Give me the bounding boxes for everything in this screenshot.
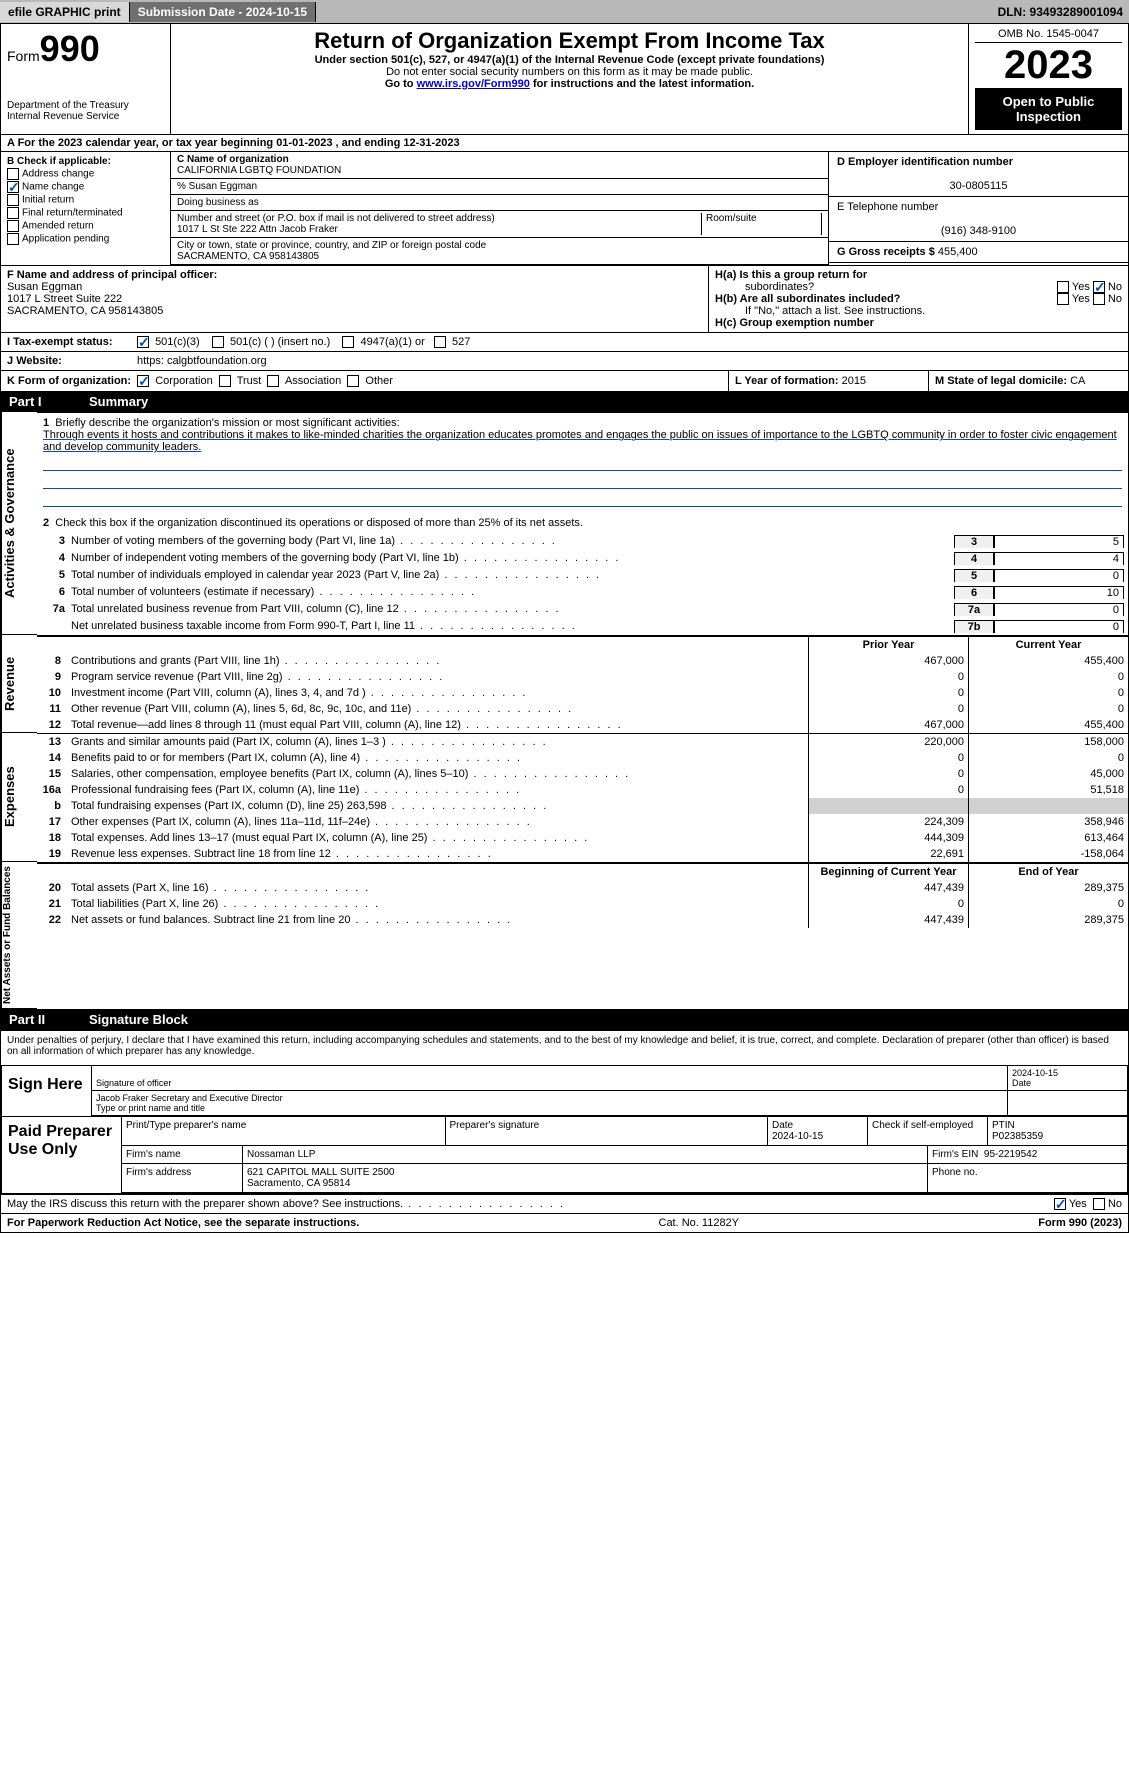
efile-label[interactable]: efile GRAPHIC print (0, 2, 130, 22)
summary-line-9: 9Program service revenue (Part VIII, lin… (37, 669, 1128, 685)
chk-final-return[interactable]: Final return/terminated (7, 207, 164, 219)
summary-line-15: 15Salaries, other compensation, employee… (37, 766, 1128, 782)
revenue-col-headers: Prior Year Current Year (37, 636, 1128, 653)
col-b-checkboxes: B Check if applicable: Address change Na… (1, 152, 171, 265)
summary-line-11: 11Other revenue (Part VIII, column (A), … (37, 701, 1128, 717)
tax-year: 2023 (975, 43, 1122, 88)
form-number: Form990 (7, 28, 164, 70)
gross-receipts: 455,400 (938, 246, 978, 258)
firm-ein: 95-2219542 (984, 1149, 1037, 1160)
summary-line-17: 17Other expenses (Part IX, column (A), l… (37, 814, 1128, 830)
vlabel-governance: Activities & Governance (1, 412, 37, 635)
sign-here-block: Sign Here Signature of officer 2024-10-1… (1, 1065, 1128, 1117)
form-header: Form990 Department of the Treasury Inter… (1, 24, 1128, 135)
summary-line-4: 4Number of independent voting members of… (37, 550, 1128, 567)
chk-initial-return[interactable]: Initial return (7, 194, 164, 206)
street-address: 1017 L St Ste 222 Attn Jacob Fraker (177, 224, 338, 235)
summary-line-13: 13Grants and similar amounts paid (Part … (37, 734, 1128, 750)
ptin: P02385359 (992, 1131, 1043, 1142)
dln: DLN: 93493289001094 (998, 5, 1129, 19)
state-domicile: CA (1070, 375, 1085, 387)
chk-address-change[interactable]: Address change (7, 168, 164, 180)
form-subtitle: Under section 501(c), 527, or 4947(a)(1)… (177, 54, 962, 66)
mission-text: Through events it hosts and contribution… (43, 429, 1117, 453)
summary-line-3: 3Number of voting members of the governi… (37, 533, 1128, 550)
col-d-ein: D Employer identification number 30-0805… (828, 152, 1128, 265)
summary-line-16a: 16aProfessional fundraising fees (Part I… (37, 782, 1128, 798)
care-of: % Susan Eggman (177, 181, 257, 192)
summary-grid: Activities & Governance 1 Briefly descri… (1, 412, 1128, 1009)
chk-amended[interactable]: Amended return (7, 220, 164, 232)
row-f-officer: F Name and address of principal officer:… (1, 265, 1128, 332)
summary-line-14: 14Benefits paid to or for members (Part … (37, 750, 1128, 766)
form-body: Form990 Department of the Treasury Inter… (0, 24, 1129, 1233)
summary-line-12: 12Total revenue—add lines 8 through 11 (… (37, 717, 1128, 733)
summary-line-10: 10Investment income (Part VIII, column (… (37, 685, 1128, 701)
vlabel-expenses: Expenses (1, 733, 37, 862)
page-footer: For Paperwork Reduction Act Notice, see … (1, 1213, 1128, 1232)
omb-number: OMB No. 1545-0047 (975, 28, 1122, 43)
discuss-row: May the IRS discuss this return with the… (1, 1194, 1128, 1213)
submission-date: Submission Date - 2024-10-15 (130, 2, 316, 22)
netassets-col-headers: Beginning of Current Year End of Year (37, 863, 1128, 880)
dept-label: Department of the Treasury (7, 100, 164, 111)
summary-line-8: 8Contributions and grants (Part VIII, li… (37, 653, 1128, 669)
public-inspection: Open to Public Inspection (975, 88, 1122, 130)
row-a-taxyear: A For the 2023 calendar year, or tax yea… (1, 135, 1128, 152)
telephone: (916) 348-9100 (837, 225, 1120, 237)
summary-line-22: 22Net assets or fund balances. Subtract … (37, 912, 1128, 928)
chk-name-change[interactable]: Name change (7, 181, 164, 193)
officer-name: Susan Eggman (7, 281, 82, 293)
ein: 30-0805115 (837, 180, 1120, 192)
sign-date: 2024-10-15 (1012, 1068, 1058, 1078)
ssn-warning: Do not enter social security numbers on … (177, 66, 962, 78)
firm-name: Nossaman LLP (242, 1146, 927, 1164)
row-k-org-form: K Form of organization: Corporation Trus… (1, 370, 1128, 391)
paid-preparer-block: Paid Preparer Use Only Print/Type prepar… (1, 1117, 1128, 1194)
topbar: efile GRAPHIC print Submission Date - 20… (0, 0, 1129, 24)
website-url: https: calgbtfoundation.org (137, 355, 1122, 367)
entity-block: B Check if applicable: Address change Na… (1, 152, 1128, 265)
part1-header: Part I Summary (1, 391, 1128, 412)
summary-line-19: 19Revenue less expenses. Subtract line 1… (37, 846, 1128, 862)
col-c-org-info: C Name of organization CALIFORNIA LGBTQ … (171, 152, 828, 265)
col-h-group: H(a) Is this a group return for subordin… (708, 266, 1128, 332)
row-i-status: I Tax-exempt status: 501(c)(3) 501(c) ( … (1, 332, 1128, 351)
line1-mission: 1 Briefly describe the organization's mi… (37, 413, 1128, 513)
irs-label: Internal Revenue Service (7, 111, 164, 122)
line2-discontinued: 2 Check this box if the organization dis… (37, 513, 1128, 533)
irs-link[interactable]: www.irs.gov/Form990 (417, 78, 530, 90)
row-j-website: J Website: https: calgbtfoundation.org (1, 351, 1128, 370)
vlabel-netassets: Net Assets or Fund Balances (1, 862, 37, 1009)
penalties-text: Under penalties of perjury, I declare th… (1, 1030, 1128, 1061)
summary-line-20: 20Total assets (Part X, line 16)447,4392… (37, 880, 1128, 896)
prep-date: 2024-10-15 (772, 1131, 823, 1142)
year-formation: 2015 (842, 375, 866, 387)
summary-line-18: 18Total expenses. Add lines 13–17 (must … (37, 830, 1128, 846)
summary-line-7a: 7aTotal unrelated business revenue from … (37, 601, 1128, 618)
part2-header: Part II Signature Block (1, 1009, 1128, 1030)
chk-pending[interactable]: Application pending (7, 233, 164, 245)
city-state-zip: SACRAMENTO, CA 958143805 (177, 251, 319, 262)
instructions-link-row: Go to www.irs.gov/Form990 for instructio… (177, 78, 962, 90)
summary-line-6: 6Total number of volunteers (estimate if… (37, 584, 1128, 601)
summary-line-5: 5Total number of individuals employed in… (37, 567, 1128, 584)
summary-line-7b: Net unrelated business taxable income fr… (37, 618, 1128, 635)
summary-line-b: bTotal fundraising expenses (Part IX, co… (37, 798, 1128, 814)
form-title: Return of Organization Exempt From Incom… (177, 28, 962, 54)
vlabel-revenue: Revenue (1, 635, 37, 733)
org-name: CALIFORNIA LGBTQ FOUNDATION (177, 165, 341, 176)
summary-line-21: 21Total liabilities (Part X, line 26)00 (37, 896, 1128, 912)
officer-name-title: Jacob Fraker Secretary and Executive Dir… (96, 1093, 283, 1103)
firm-address: 621 CAPITOL MALL SUITE 2500 (247, 1167, 394, 1178)
